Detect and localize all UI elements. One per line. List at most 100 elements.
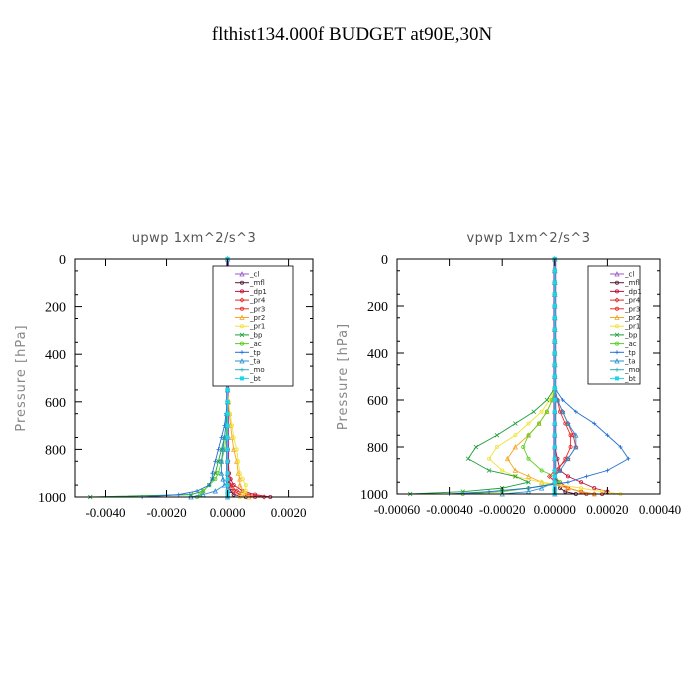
data-point-bt	[552, 480, 557, 485]
y-tick-label: 1000	[38, 491, 66, 506]
data-point-tp	[565, 480, 570, 485]
data-point-bt	[225, 387, 230, 392]
data-point-bt	[552, 421, 557, 426]
legend-marker-bt	[240, 376, 244, 381]
data-point-pr4	[546, 473, 553, 479]
upwp-legend: _cl_mfl_dp1_pr4_pr3_pr2_pr1_bp_ac_tp_ta_…	[212, 265, 294, 387]
data-point-pr1	[234, 447, 239, 452]
data-point-dp1	[579, 480, 584, 485]
data-point-bt	[552, 315, 557, 320]
x-tick-label: -0.0040	[85, 505, 125, 520]
upwp-title: upwp 1xm^2/s^3	[132, 231, 257, 246]
data-point-bt	[552, 280, 557, 285]
data-point-tp	[605, 468, 610, 473]
data-point-tp	[207, 483, 212, 488]
y-tick-label: 0	[381, 253, 388, 268]
data-point-ta	[221, 434, 228, 440]
data-point-pr1	[237, 471, 242, 476]
series-bp	[87, 256, 230, 500]
x-tick-label: -0.0020	[146, 505, 186, 520]
data-point-bp	[465, 456, 471, 462]
legend-marker-pr1	[615, 324, 620, 329]
data-point-bt	[225, 477, 230, 482]
legend-label-mfl: _mfl	[624, 279, 640, 287]
data-point-tp	[210, 477, 215, 482]
legend-label-dp1: _dp1	[624, 288, 642, 296]
y-tick-label: 600	[45, 396, 66, 411]
legend-label-cl: _cl	[624, 271, 634, 279]
series-line-ac	[462, 259, 561, 495]
x-tick-label: 0.0020	[271, 505, 307, 520]
data-point-ta	[565, 455, 571, 462]
data-point-tp	[573, 409, 578, 414]
data-point-pr2	[229, 434, 235, 440]
data-point-ac	[544, 409, 549, 414]
data-point-tp	[605, 433, 610, 438]
legend-marker-pr3	[239, 306, 244, 311]
legend-label-bp: _bp	[249, 331, 263, 339]
data-point-pr1	[513, 433, 518, 438]
series-ac	[460, 256, 563, 496]
data-point-tp	[219, 435, 224, 440]
data-point-pr2	[512, 444, 518, 450]
data-point-ac	[521, 444, 526, 449]
legend-marker-cl	[239, 271, 245, 277]
data-point-bt	[552, 468, 557, 473]
series-ta	[499, 256, 579, 497]
y-tick-label: 800	[367, 441, 388, 456]
data-point-ta	[218, 458, 225, 464]
data-point-bt	[552, 304, 557, 308]
legend-marker-ta	[239, 358, 245, 364]
data-point-ta	[573, 432, 579, 438]
data-point-pr2	[565, 485, 571, 491]
data-point-ta	[573, 444, 579, 450]
data-point-bp	[531, 409, 537, 415]
legend-label-bp: _bp	[624, 331, 638, 339]
series-bp	[407, 256, 558, 497]
legend-label-bt: _bt	[624, 375, 636, 383]
data-point-pr2	[234, 458, 240, 464]
data-point-bp	[494, 432, 500, 438]
data-point-pr1	[539, 480, 544, 485]
data-point-bt	[552, 456, 557, 461]
data-point-pr3	[231, 489, 236, 494]
legend-label-pr4: _pr4	[249, 297, 266, 305]
data-point-pr2	[504, 455, 511, 462]
data-point-bt	[552, 339, 557, 344]
data-point-bp	[526, 479, 531, 485]
data-point-pr3	[568, 444, 573, 449]
data-point-pr3	[568, 433, 573, 438]
y-tick-label: 200	[45, 301, 66, 316]
legend-marker-pr4	[239, 297, 245, 303]
data-point-bt	[552, 351, 557, 355]
x-tick-label: 0.00000	[534, 502, 576, 517]
data-point-bp	[513, 421, 518, 426]
data-point-tp	[195, 489, 200, 494]
data-point-tp	[560, 398, 565, 402]
series-line-bp	[90, 259, 229, 498]
legend-marker-bt	[615, 376, 619, 381]
data-point-ta	[212, 488, 219, 494]
x-tick-label: 0.0000	[210, 505, 246, 520]
data-point-ac	[537, 421, 542, 426]
data-point-bt	[552, 433, 557, 438]
legend-marker-tp	[615, 350, 619, 355]
x-tick-label: -0.00020	[479, 502, 526, 517]
data-point-tp	[626, 456, 631, 461]
legend-marker-pr3	[615, 306, 620, 311]
data-point-ac	[539, 468, 544, 473]
data-point-pr1	[547, 397, 552, 402]
legend-label-pr2: _pr2	[624, 314, 640, 322]
legend-label-bt: _bt	[249, 375, 261, 383]
data-point-pr1	[487, 456, 492, 461]
legend-label-pr1: _pr1	[624, 323, 640, 331]
data-point-dp1	[565, 474, 570, 479]
data-point-pr1	[231, 435, 236, 440]
legend-label-pr4: _pr4	[624, 297, 641, 305]
data-point-bt	[225, 423, 230, 428]
vpwp-panel: vpwp 1xm^2/s^3 Pressure [hPa] 0 200 400 600 80…	[336, 231, 681, 517]
series-bt	[552, 257, 557, 496]
legend-marker-bp	[239, 332, 245, 338]
data-point-tp	[618, 445, 623, 449]
x-tick-label: 0.00020	[586, 502, 628, 517]
